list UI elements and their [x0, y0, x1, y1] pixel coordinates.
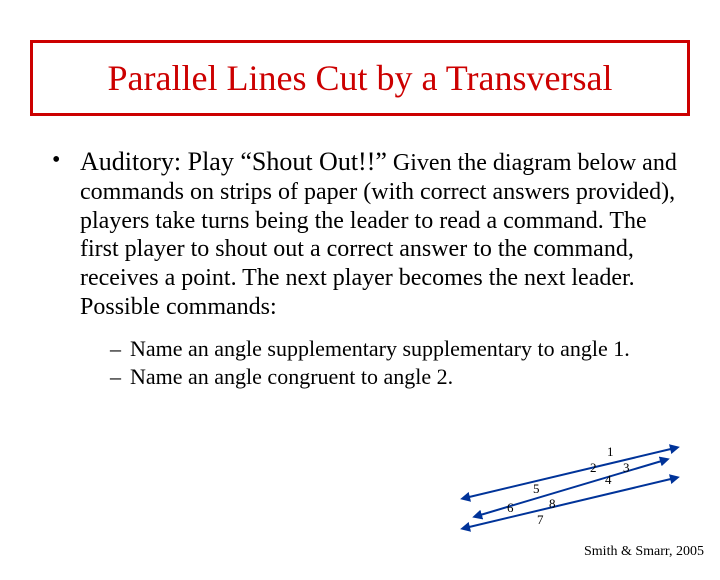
- angle-label: 3: [623, 460, 630, 475]
- bullet-marker: •: [52, 146, 80, 322]
- dash-marker: –: [110, 364, 130, 390]
- body-content: • Auditory: Play “Shout Out!!” Given the…: [52, 146, 680, 391]
- list-item: – Name an angle congruent to angle 2.: [110, 364, 680, 390]
- dash-marker: –: [110, 336, 130, 362]
- angle-label: 2: [590, 460, 597, 475]
- diagram-line: [465, 478, 675, 528]
- credit-text: Smith & Smarr, 2005: [584, 544, 704, 560]
- angle-label: 8: [549, 496, 556, 511]
- bullet-lead: Auditory: Play “Shout Out!!”: [80, 147, 387, 176]
- angle-label: 6: [507, 500, 514, 515]
- sub-item-text: Name an angle congruent to angle 2.: [130, 364, 453, 390]
- angle-label: 7: [537, 512, 544, 527]
- diagram-line: [465, 448, 675, 498]
- bullet-item: • Auditory: Play “Shout Out!!” Given the…: [52, 146, 680, 322]
- sub-item-text: Name an angle supplementary supplementar…: [130, 336, 630, 362]
- angle-label: 5: [533, 481, 540, 496]
- angle-label: 1: [607, 444, 614, 459]
- angle-label: 4: [605, 472, 612, 487]
- title-box: Parallel Lines Cut by a Transversal: [30, 40, 690, 116]
- transversal-diagram: 12345678: [450, 438, 700, 548]
- list-item: – Name an angle supplementary supplement…: [110, 336, 680, 362]
- bullet-text: Auditory: Play “Shout Out!!” Given the d…: [80, 146, 680, 322]
- page-title: Parallel Lines Cut by a Transversal: [108, 58, 613, 98]
- sub-list: – Name an angle supplementary supplement…: [110, 336, 680, 391]
